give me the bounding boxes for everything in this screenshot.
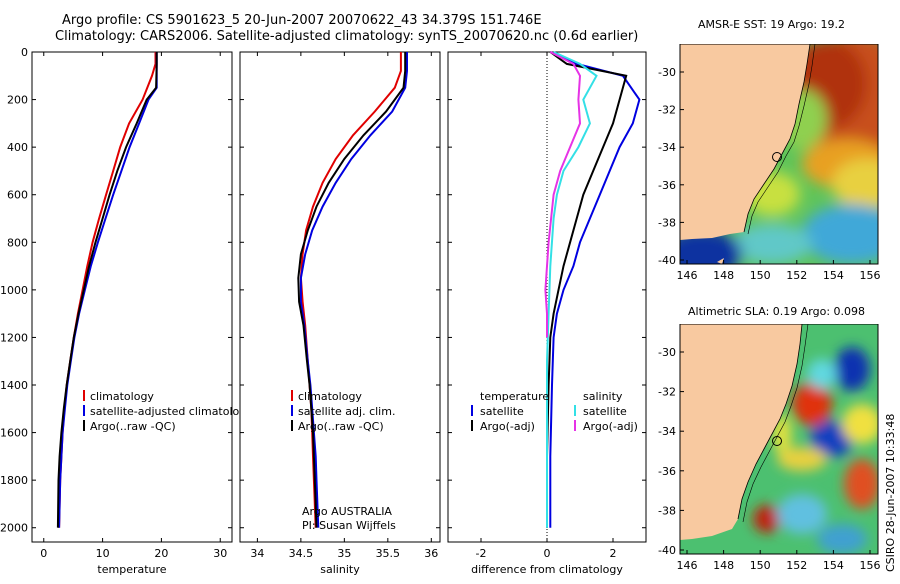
x-axis-label: difference from climatology [471,563,623,576]
map-x-tick-label: 150 [750,559,771,572]
x-tick-label: 34.5 [289,547,314,560]
series-line [546,51,598,528]
map-y-tick-label: -30 [658,66,676,79]
credit-stamp: CSIRO 28-Jun-2007 10:33:48 [884,413,897,572]
x-tick-label: 34 [250,547,264,560]
x-tick-label: 36 [424,547,438,560]
x-axis-label: salinity [320,563,360,576]
annotation-text: Argo AUSTRALIA [302,505,392,518]
map-y-tick-label: -40 [658,254,676,267]
figure-title-line1: Argo profile: CS 5901623_5 20-Jun-2007 2… [62,13,542,28]
sla-map-title: Altimetric SLA: 0.19 Argo: 0.098 [688,305,866,318]
shelf-edge [742,324,809,523]
map-x-tick-label: 154 [823,269,844,282]
legend-label: climatology [90,390,154,403]
argo-location-marker [772,436,782,446]
series-line [56,52,158,528]
map-y-tick-label: -34 [658,425,676,438]
map-x-tick-label: 156 [860,559,881,572]
map-x-tick-label: 148 [713,269,734,282]
plot-salinity: 34 34.5 35 35.5 36 salinity climatology satelli… [239,51,441,576]
sst-map: 146 148 150 152 154 156 -30 -32 -34 -36 -38 -40 [658,44,881,282]
shelf-edge [747,44,816,235]
y-tick-label: 800 [7,236,28,249]
x-tick-label: 35.5 [376,547,401,560]
x-tick-label: 2 [610,547,617,560]
series-line [299,52,408,528]
profile-plots: 0 10 20 30020040060080010001200140016001800… [0,46,647,576]
map-y-tick-label: -32 [658,386,676,399]
x-tick-label: 35 [337,547,351,560]
map-x-tick-label: 154 [823,559,844,572]
x-tick-label: 30 [213,547,227,560]
legend-label: Argo(..raw -QC) [90,420,176,433]
coastline [743,44,811,233]
y-tick-label: 1000 [0,284,28,297]
map-x-tick-label: 146 [677,559,698,572]
y-tick-label: 1800 [0,474,28,487]
y-tick-label: 200 [7,94,28,107]
series-line [549,51,641,528]
x-tick-label: -2 [476,547,487,560]
map-y-tick-label: -30 [658,346,676,359]
y-tick-label: 1600 [0,427,28,440]
plot-temperature: 0 10 20 30 0 200 400 600 800 1000 1200 1400 1600 1800… [0,46,253,576]
series-line [544,51,582,338]
legend-label: satellite-adjusted climatology [90,405,253,418]
legend-heading: salinity [583,390,623,403]
map-y-tick-label: -36 [658,179,676,192]
plot-difference: -2 0 2 difference from climatology temperatu… [447,51,647,576]
x-tick-label: 0 [40,547,47,560]
plot-frame [239,51,441,543]
map-y-tick-label: -36 [658,465,676,478]
map-x-tick-label: 148 [713,559,734,572]
y-tick-label: 2000 [0,522,28,535]
legend-label: Argo(..raw -QC) [298,420,384,433]
y-tick-label: 0 [21,46,28,59]
x-tick-label: 0 [544,547,551,560]
coastline [737,324,803,520]
legend-label: satellite [583,405,627,418]
map-x-tick-label: 156 [860,269,881,282]
map-y-tick-label: -38 [658,504,676,517]
map-x-tick-label: 152 [786,269,807,282]
series-line [546,51,628,528]
legend-label: Argo(-adj) [583,420,638,433]
y-tick-label: 1400 [0,379,28,392]
map-y-tick-label: -32 [658,104,676,117]
sla-map: 146 148 150 152 154 156 -30 -32 -34 -36 -38 -40 [658,324,881,572]
map-y-tick-label: -40 [658,544,676,557]
map-y-tick-label: -34 [658,141,676,154]
sst-map-title: AMSR-E SST: 19 Argo: 19.2 [698,18,846,31]
plot-frame [31,51,233,543]
map-x-tick-label: 150 [750,269,771,282]
legend-label: satellite adj. clim. [298,405,395,418]
map-x-tick-label: 152 [786,559,807,572]
argo-location-marker [772,152,782,162]
land [680,324,802,540]
series-line [297,52,407,528]
legend-label: satellite [480,405,524,418]
map-y-tick-label: -38 [658,216,676,229]
legend-heading: temperature [480,390,549,403]
x-tick-label: 10 [96,547,110,560]
series-line [58,52,158,528]
map-x-tick-label: 146 [677,269,698,282]
annotation-text: PI: Susan Wijffels [302,519,396,532]
legend-label: Argo(-adj) [480,420,535,433]
y-tick-label: 600 [7,189,28,202]
legend-label: climatology [298,390,362,403]
y-tick-label: 400 [7,141,28,154]
land [680,44,810,240]
x-tick-label: 20 [154,547,168,560]
figure-title-line2: Climatology: CARS2006. Satellite-adjuste… [55,29,639,44]
x-axis-label: temperature [97,563,166,576]
y-tick-label: 1200 [0,331,28,344]
